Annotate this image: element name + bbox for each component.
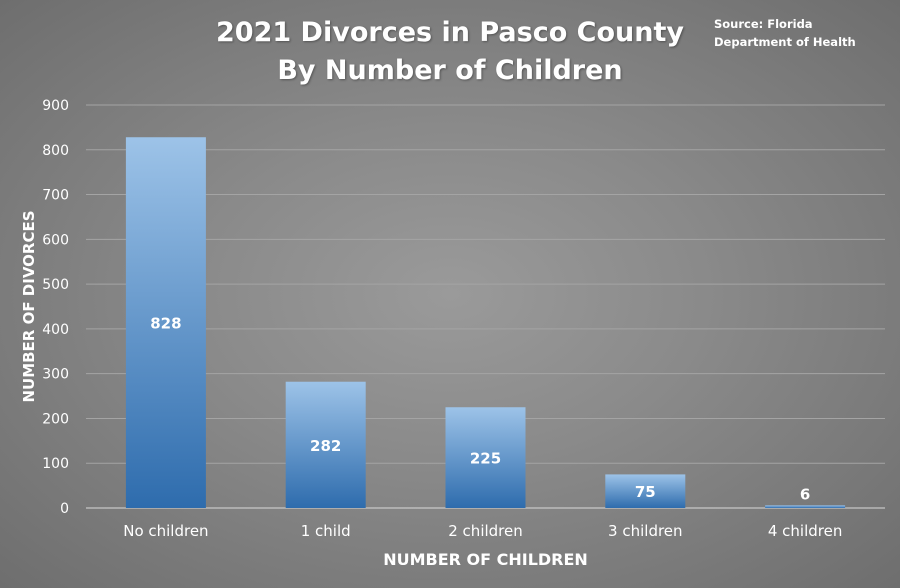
x-tick-label: 3 children [608, 522, 683, 540]
x-tick-label: 1 child [301, 522, 351, 540]
data-label: 225 [470, 450, 501, 468]
data-label: 828 [150, 315, 181, 333]
y-tick-label: 600 [42, 232, 69, 248]
y-tick-label: 800 [42, 143, 69, 159]
data-label: 282 [310, 437, 341, 455]
source-line-2: Department of Health [714, 35, 856, 49]
bar [445, 407, 526, 508]
bar [605, 474, 686, 508]
bar [285, 381, 366, 508]
data-label: 75 [635, 483, 656, 501]
y-tick-label: 400 [42, 322, 69, 338]
bar [125, 137, 206, 509]
y-tick-label: 300 [42, 367, 69, 383]
x-tick-label: No children [123, 522, 208, 540]
x-axis-title: NUMBER OF CHILDREN [383, 550, 588, 569]
y-tick-label: 900 [42, 98, 69, 114]
y-tick-label: 100 [42, 456, 69, 472]
chart-title-line-1: 2021 Divorces in Pasco County [216, 17, 684, 48]
y-tick-label: 500 [42, 277, 69, 293]
source-note: Source: Florida Department of Health [714, 15, 856, 51]
y-tick-label: 200 [42, 411, 69, 427]
bar [765, 505, 846, 508]
x-tick-label: 4 children [768, 522, 843, 540]
y-axis-title: NUMBER OF DIVORCES [20, 210, 38, 402]
y-tick-label: 700 [42, 188, 69, 204]
chart-title-line-2: By Number of Children [277, 55, 623, 86]
y-tick-label: 0 [60, 501, 69, 517]
source-line-1: Source: Florida [714, 17, 813, 31]
data-label: 6 [800, 485, 810, 503]
x-tick-label: 2 children [448, 522, 523, 540]
